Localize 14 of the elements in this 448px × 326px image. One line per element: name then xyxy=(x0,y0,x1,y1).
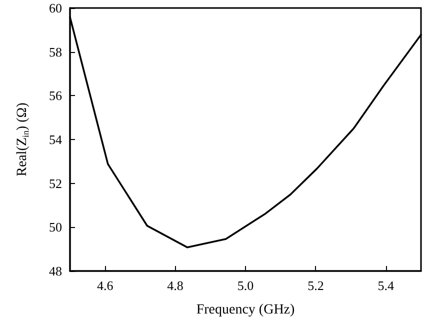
x-tick-label: 4.6 xyxy=(96,278,114,293)
y-tick-label: 54 xyxy=(49,132,62,147)
x-axis-title: Frequency (GHz) xyxy=(196,302,296,318)
y-tick-label: 60 xyxy=(49,0,62,16)
y-tick-label: 56 xyxy=(49,88,62,104)
y-tick-label: 50 xyxy=(49,220,62,235)
y-tick-label: 58 xyxy=(49,44,62,60)
x-tick-label: 5.4 xyxy=(378,278,395,293)
x-tick-label: 4.8 xyxy=(167,278,184,293)
y-tick-label: 52 xyxy=(49,176,62,191)
y-axis-title: Real(Zin) (Ω) xyxy=(15,102,30,176)
y-tick-label: 48 xyxy=(49,264,62,278)
x-tick-label: 5.2 xyxy=(308,278,324,293)
x-tick-label: 5.0 xyxy=(237,278,254,293)
